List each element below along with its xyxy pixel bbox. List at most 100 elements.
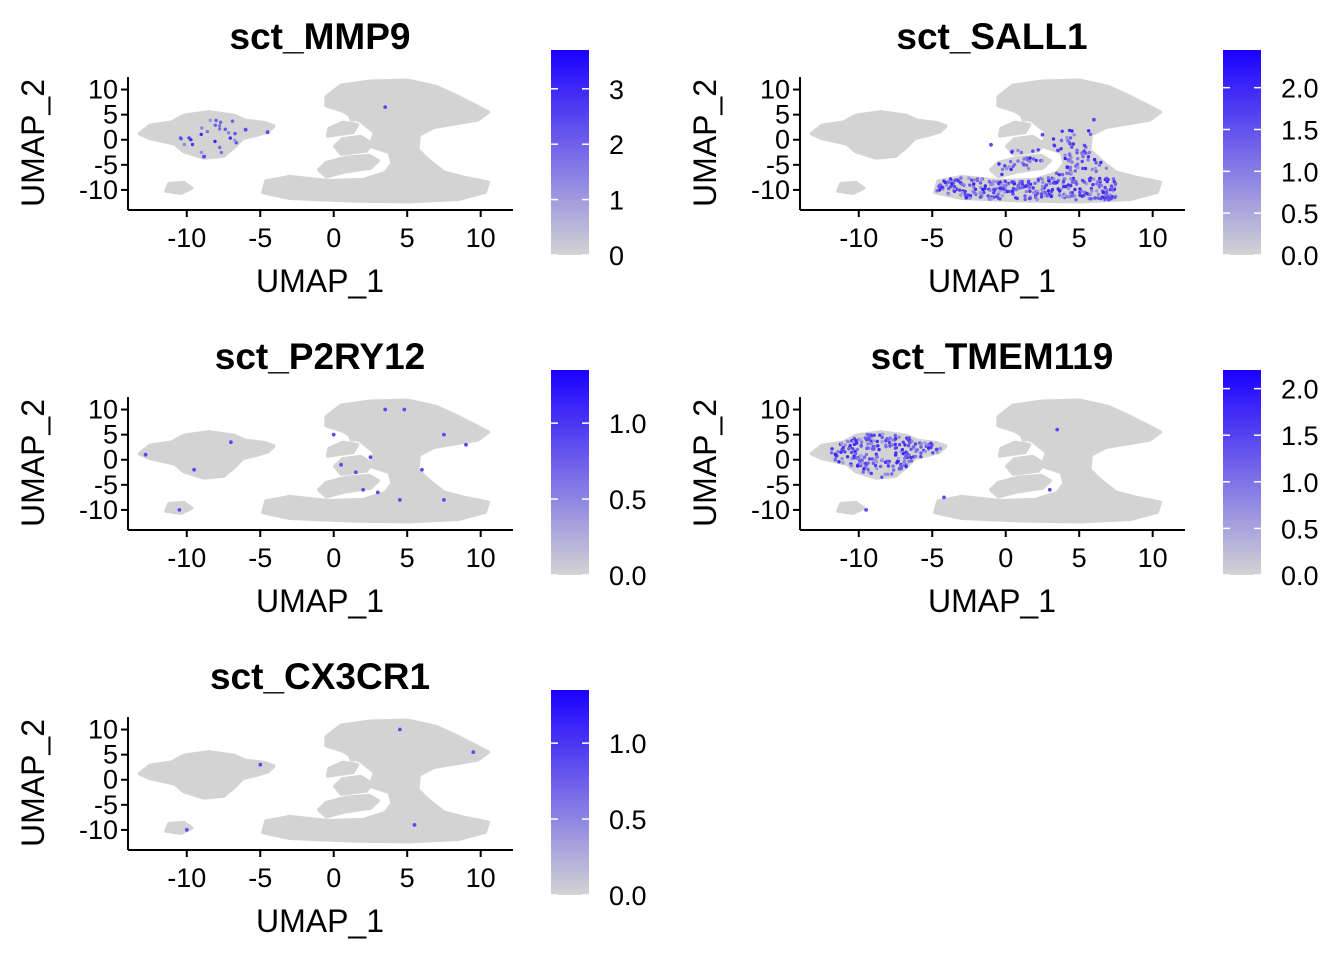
expressing-cell: [862, 455, 867, 459]
y-tick-label: 10: [760, 75, 790, 105]
expressing-cell: [1104, 193, 1108, 197]
colorbar-tick-label: 2.0: [1281, 375, 1319, 405]
expressing-cell: [1098, 176, 1102, 181]
expressing-cell: [1035, 197, 1039, 202]
expressing-cell: [848, 444, 852, 448]
expressing-cell: [953, 178, 957, 182]
colorbar-tick-label: 1.5: [1281, 115, 1319, 145]
expressing-cell: [1031, 149, 1035, 153]
plot-title: sct_P2RY12: [215, 336, 426, 377]
expressing-cell: [1008, 189, 1012, 194]
x-tick-label: -5: [248, 863, 272, 893]
x-tick-label: 0: [326, 863, 341, 893]
expressing-cell: [1067, 152, 1072, 156]
plot-title: sct_SALL1: [896, 16, 1087, 57]
expressing-cell: [919, 455, 923, 459]
expressing-cell: [871, 444, 875, 449]
cell-cloud-region: [325, 120, 360, 138]
y-tick-label: 5: [775, 420, 790, 450]
expressing-cell: [1096, 192, 1101, 197]
expressing-cell: [218, 120, 223, 125]
expressing-cell: [858, 459, 862, 463]
x-axis-label: UMAP_1: [928, 263, 1056, 299]
expressing-cell: [1052, 144, 1057, 148]
feature-plot-svg: sct_CX3CR1-10 -5 0 5 101050-5-10UMAP_1UMAP_2…: [15, 656, 647, 939]
expressing-cell: [859, 462, 863, 466]
expressing-cell: [858, 437, 862, 442]
expressing-cell: [866, 442, 870, 446]
colorbar-tick-label: 0.5: [609, 805, 647, 835]
expressing-cell: [859, 443, 863, 448]
expressing-cell: [1059, 138, 1064, 143]
expressing-cell: [361, 487, 365, 492]
expressing-cell: [1096, 196, 1100, 200]
expressing-cell: [1103, 185, 1107, 190]
expressing-cell: [1069, 156, 1073, 160]
expressing-cell: [1067, 128, 1072, 133]
expressing-cell: [1105, 190, 1109, 194]
expressing-cell: [956, 179, 961, 183]
expressing-cell: [1044, 183, 1049, 187]
y-tick-label: 0: [103, 125, 118, 155]
expressing-cell: [228, 136, 232, 140]
x-axis-label: UMAP_1: [256, 263, 384, 299]
expressing-cell: [851, 447, 855, 451]
cell-cloud-region: [325, 440, 360, 458]
x-tick-label: 5: [400, 543, 415, 573]
y-axis-label: UMAP_2: [15, 399, 51, 527]
y-tick-label: 10: [88, 395, 118, 425]
expressing-cell: [986, 194, 990, 198]
expressing-cell: [243, 127, 248, 132]
expressing-cell: [872, 447, 876, 451]
expressing-cell: [997, 182, 1001, 186]
expressing-cell: [1087, 150, 1092, 155]
expressing-cell: [1028, 156, 1032, 160]
expressing-cell: [199, 132, 203, 137]
expressing-cell: [1081, 153, 1085, 157]
expressing-cell: [1070, 191, 1075, 195]
expressing-cells: [143, 407, 468, 512]
expressing-cell: [902, 461, 906, 465]
expressing-cell: [837, 460, 841, 464]
expressing-cell: [904, 454, 908, 458]
cell-cloud-region: [137, 750, 276, 800]
expressing-cell: [1087, 129, 1091, 133]
expressing-cell: [1023, 184, 1027, 189]
expressing-cell: [1090, 189, 1094, 193]
expressing-cell: [1074, 179, 1078, 184]
x-axis-label: UMAP_1: [256, 903, 384, 939]
expressing-cell: [929, 441, 933, 445]
expressing-cell: [1045, 193, 1050, 197]
cell-cloud-region: [164, 500, 194, 515]
colorbar-tick-label: 2: [609, 130, 624, 160]
expressing-cell: [907, 436, 911, 440]
expressing-cell: [1009, 167, 1013, 172]
colorbar-tick-label: 1.0: [609, 729, 647, 759]
expressing-cell: [880, 457, 885, 462]
expressing-cell: [1071, 194, 1075, 198]
expressing-cell: [1088, 132, 1093, 136]
expressing-cell: [845, 455, 850, 459]
expressing-cells: [829, 427, 1060, 512]
expressing-cell: [896, 456, 901, 461]
expressing-cell: [1039, 195, 1044, 199]
feature-plot-svg: sct_TMEM119-10 -5 0 5 101050-5-10UMAP_1UMAP_…: [687, 336, 1319, 619]
expressing-cell: [938, 446, 943, 451]
feature-plot-4: sct_TMEM119 -10 -5 0 5 10 10 5 0 -5 -10 UMAP_1 UMAP_…: [672, 320, 1344, 640]
expressing-cell: [218, 145, 222, 150]
expressing-cell: [877, 447, 881, 452]
expressing-cell: [213, 123, 217, 127]
expressing-cell: [1048, 181, 1052, 186]
expressing-cell: [1065, 135, 1069, 140]
expressing-cell: [979, 177, 984, 182]
expressing-cell: [1105, 179, 1109, 184]
expressing-cell: [841, 461, 845, 465]
expressing-cell: [1113, 182, 1118, 186]
expressing-cell: [442, 498, 446, 502]
expressing-cell: [978, 195, 983, 199]
expressing-cell: [1109, 197, 1113, 201]
expressing-cell: [1066, 186, 1071, 191]
y-tick-label: 10: [88, 715, 118, 745]
expressing-cell: [849, 463, 854, 468]
expressing-cell: [901, 440, 905, 444]
